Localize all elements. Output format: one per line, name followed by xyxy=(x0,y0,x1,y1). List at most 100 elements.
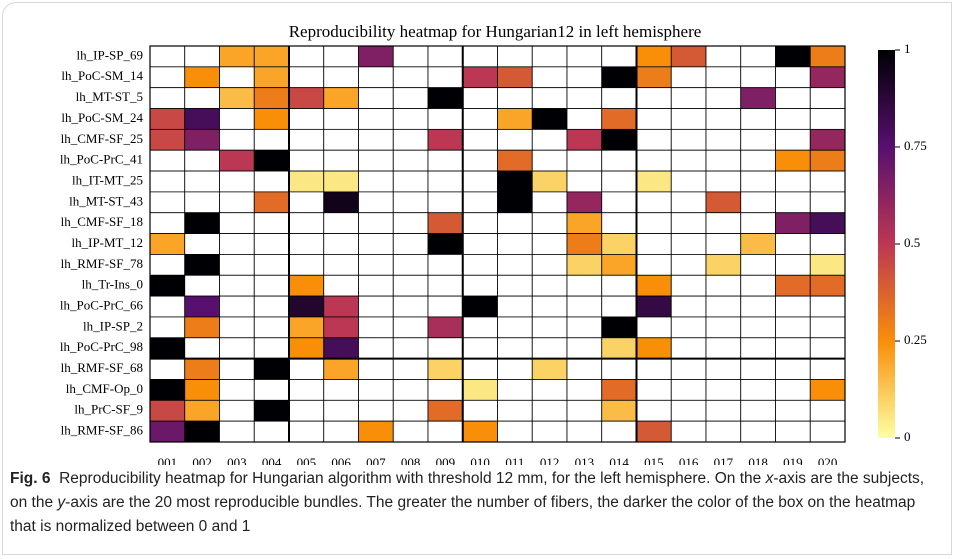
empty-cell xyxy=(601,295,637,318)
cell xyxy=(219,87,255,109)
x-tick-label: 006 xyxy=(331,455,351,465)
y-tick-label: lh_RMF-SF_78 xyxy=(61,256,143,271)
empty-cell xyxy=(809,295,846,318)
empty-cell xyxy=(462,191,498,214)
cell xyxy=(427,233,464,255)
y-tick-label: lh_MT-ST_5 xyxy=(76,89,143,104)
empty-cell xyxy=(740,149,776,172)
empty-cell xyxy=(636,254,672,276)
empty-cell xyxy=(392,254,429,276)
empty-cell xyxy=(149,295,186,318)
empty-cell xyxy=(740,358,776,380)
empty-cell xyxy=(670,108,707,130)
empty-cell xyxy=(705,399,742,422)
empty-cell xyxy=(219,295,255,318)
cell xyxy=(705,191,742,214)
empty-cell xyxy=(670,66,707,89)
x-tick-label: 010 xyxy=(470,455,490,465)
x-tick-label: 001 xyxy=(158,455,178,465)
cell xyxy=(149,420,186,443)
empty-cell xyxy=(705,233,742,255)
empty-cell xyxy=(497,420,533,443)
cell xyxy=(288,274,325,297)
cell xyxy=(323,191,359,214)
empty-cell xyxy=(740,212,776,234)
x-tick-label: 015 xyxy=(644,455,664,465)
empty-cell xyxy=(601,149,637,172)
empty-cell xyxy=(149,87,186,109)
caption-text: -axis are the 20 most reproducible bundl… xyxy=(10,494,920,535)
empty-cell xyxy=(462,254,498,276)
empty-cell xyxy=(705,274,742,297)
empty-cell xyxy=(427,254,464,276)
cell xyxy=(775,149,811,172)
empty-cell xyxy=(670,149,707,172)
empty-cell xyxy=(531,87,568,109)
cell xyxy=(184,66,220,89)
empty-cell xyxy=(358,316,394,339)
empty-cell xyxy=(427,379,464,401)
cell xyxy=(636,66,672,89)
empty-cell xyxy=(288,358,325,380)
cell xyxy=(219,45,255,68)
empty-cell xyxy=(566,295,603,318)
empty-cell xyxy=(253,233,290,255)
empty-cell xyxy=(149,170,186,193)
empty-cell xyxy=(323,149,359,172)
empty-cell xyxy=(288,66,325,89)
cell xyxy=(740,87,776,109)
empty-cell xyxy=(149,66,186,89)
empty-cell xyxy=(775,399,811,422)
empty-cell xyxy=(219,358,255,380)
empty-cell xyxy=(219,66,255,89)
x-tick-label: 020 xyxy=(818,455,838,465)
empty-cell xyxy=(670,212,707,234)
empty-cell xyxy=(219,108,255,130)
x-tick-label: 019 xyxy=(783,455,803,465)
y-tick-label: lh_MT-ST_43 xyxy=(69,193,143,208)
empty-cell xyxy=(184,149,220,172)
empty-cell xyxy=(740,66,776,89)
empty-cell xyxy=(531,212,568,234)
empty-cell xyxy=(670,399,707,422)
empty-cell xyxy=(740,191,776,214)
cell xyxy=(427,358,464,380)
empty-cell xyxy=(219,274,255,297)
empty-cell xyxy=(775,295,811,318)
empty-cell xyxy=(775,87,811,109)
empty-cell xyxy=(531,295,568,318)
cell xyxy=(427,87,464,109)
y-tick-label: lh_PrC-SF_9 xyxy=(74,402,143,417)
empty-cell xyxy=(775,66,811,89)
empty-cell xyxy=(323,108,359,130)
empty-cell xyxy=(219,170,255,193)
colorbar-tick-label: 0.75 xyxy=(904,138,927,153)
cell xyxy=(462,420,498,443)
empty-cell xyxy=(358,399,394,422)
empty-cell xyxy=(670,379,707,401)
empty-cell xyxy=(809,87,846,109)
empty-cell xyxy=(636,399,672,422)
cell xyxy=(566,128,603,151)
empty-cell xyxy=(462,337,498,360)
cell xyxy=(427,316,464,339)
empty-cell xyxy=(497,274,533,297)
cell xyxy=(566,212,603,234)
empty-cell xyxy=(288,128,325,151)
empty-cell xyxy=(219,128,255,151)
empty-cell xyxy=(740,170,776,193)
empty-cell xyxy=(358,170,394,193)
x-tick-label: 004 xyxy=(262,455,282,465)
empty-cell xyxy=(531,337,568,360)
cell xyxy=(601,316,637,339)
cell xyxy=(775,212,811,234)
cell xyxy=(323,87,359,109)
empty-cell xyxy=(219,420,255,443)
empty-cell xyxy=(462,274,498,297)
empty-cell xyxy=(705,358,742,380)
chart-title: Reproducibility heatmap for Hungarian12 … xyxy=(289,22,702,41)
empty-cell xyxy=(462,212,498,234)
empty-cell xyxy=(601,358,637,380)
cell xyxy=(184,420,220,443)
empty-cell xyxy=(288,254,325,276)
